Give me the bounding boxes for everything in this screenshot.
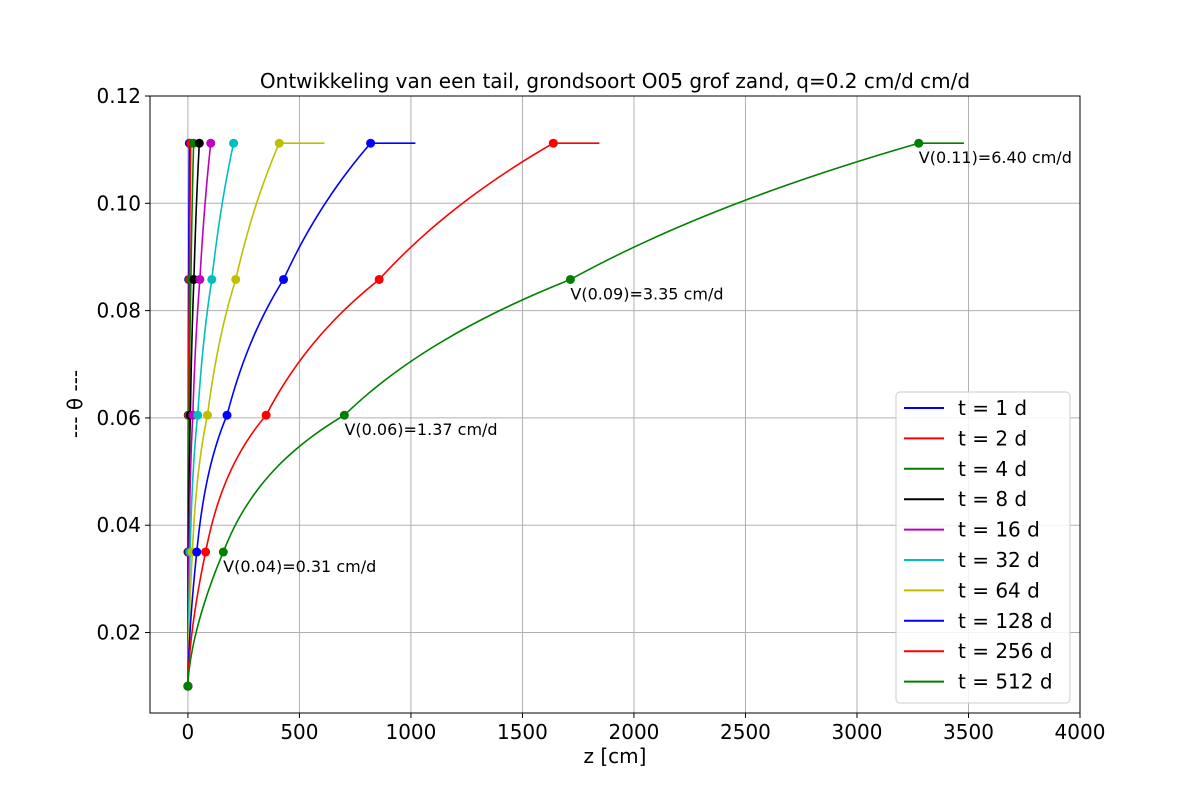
chart-title: Ontwikkeling van een tail, grondsoort O0… bbox=[260, 69, 970, 93]
data-point bbox=[201, 547, 211, 557]
y-axis-label: --- θ --- bbox=[63, 370, 87, 438]
data-point bbox=[229, 138, 239, 148]
y-tick-label: 0.08 bbox=[96, 299, 141, 323]
data-point bbox=[206, 138, 216, 148]
x-axis-label: z [cm] bbox=[584, 744, 647, 768]
series-lines bbox=[187, 142, 965, 687]
legend-label: t = 1 d bbox=[958, 396, 1027, 420]
x-axis-ticks: 0 500 1000 1500 2000 2500 3000 3500 4000 bbox=[182, 713, 1106, 744]
velocity-annotation: V(0.09)=3.35 cm/d bbox=[570, 284, 723, 303]
y-tick-label: 0.04 bbox=[96, 513, 141, 537]
x-tick-label: 0 bbox=[182, 720, 195, 744]
data-point bbox=[207, 274, 217, 284]
y-tick-label: 0.10 bbox=[96, 191, 141, 215]
data-point bbox=[339, 410, 349, 420]
series-line-512d bbox=[187, 142, 965, 687]
legend-label: t = 4 d bbox=[958, 457, 1027, 481]
legend-label: t = 32 d bbox=[958, 548, 1040, 572]
data-point bbox=[565, 274, 575, 284]
data-point bbox=[195, 274, 205, 284]
series-line-128d bbox=[187, 142, 416, 687]
data-point bbox=[261, 410, 271, 420]
data-point bbox=[366, 138, 376, 148]
x-tick-label: 1000 bbox=[385, 720, 436, 744]
y-tick-label: 0.02 bbox=[96, 621, 141, 645]
series-markers bbox=[183, 138, 924, 691]
y-tick-label: 0.12 bbox=[96, 84, 141, 108]
x-tick-label: 3500 bbox=[943, 720, 994, 744]
data-point bbox=[914, 138, 924, 148]
annotations: V(0.04)=0.31 cm/d V(0.06)=1.37 cm/d V(0.09… bbox=[223, 148, 1072, 576]
data-point bbox=[193, 410, 203, 420]
y-axis-ticks: 0.02 0.04 0.06 0.08 0.10 0.12 bbox=[96, 84, 150, 645]
y-tick-label: 0.06 bbox=[96, 406, 141, 430]
legend-label: t = 512 d bbox=[958, 670, 1053, 694]
data-point bbox=[374, 274, 384, 284]
data-point bbox=[274, 138, 284, 148]
plot-frame bbox=[149, 95, 1081, 714]
data-point bbox=[192, 547, 202, 557]
legend-label: t = 8 d bbox=[958, 487, 1027, 511]
data-point bbox=[202, 410, 212, 420]
data-point bbox=[222, 410, 232, 420]
data-point bbox=[548, 138, 558, 148]
x-tick-label: 1500 bbox=[497, 720, 548, 744]
data-point bbox=[218, 547, 228, 557]
x-tick-label: 2500 bbox=[720, 720, 771, 744]
grid bbox=[150, 95, 1081, 713]
data-point bbox=[183, 681, 193, 691]
legend: t = 1 d t = 2 d t = 4 d t = 8 d t = 16 d t = … bbox=[895, 391, 1071, 704]
data-point bbox=[194, 138, 204, 148]
data-point bbox=[231, 274, 241, 284]
legend-label: t = 128 d bbox=[958, 609, 1053, 633]
velocity-annotation: V(0.06)=1.37 cm/d bbox=[344, 420, 497, 439]
legend-label: t = 64 d bbox=[958, 578, 1040, 602]
data-point bbox=[279, 274, 289, 284]
x-tick-label: 2000 bbox=[609, 720, 660, 744]
velocity-annotation: V(0.11)=6.40 cm/d bbox=[919, 148, 1072, 167]
x-tick-label: 500 bbox=[280, 720, 318, 744]
x-tick-label: 3000 bbox=[832, 720, 883, 744]
x-tick-label: 4000 bbox=[1055, 720, 1106, 744]
legend-label: t = 256 d bbox=[958, 639, 1053, 663]
legend-label: t = 16 d bbox=[958, 518, 1040, 542]
velocity-annotation: V(0.04)=0.31 cm/d bbox=[223, 557, 376, 576]
legend-label: t = 2 d bbox=[958, 426, 1027, 450]
